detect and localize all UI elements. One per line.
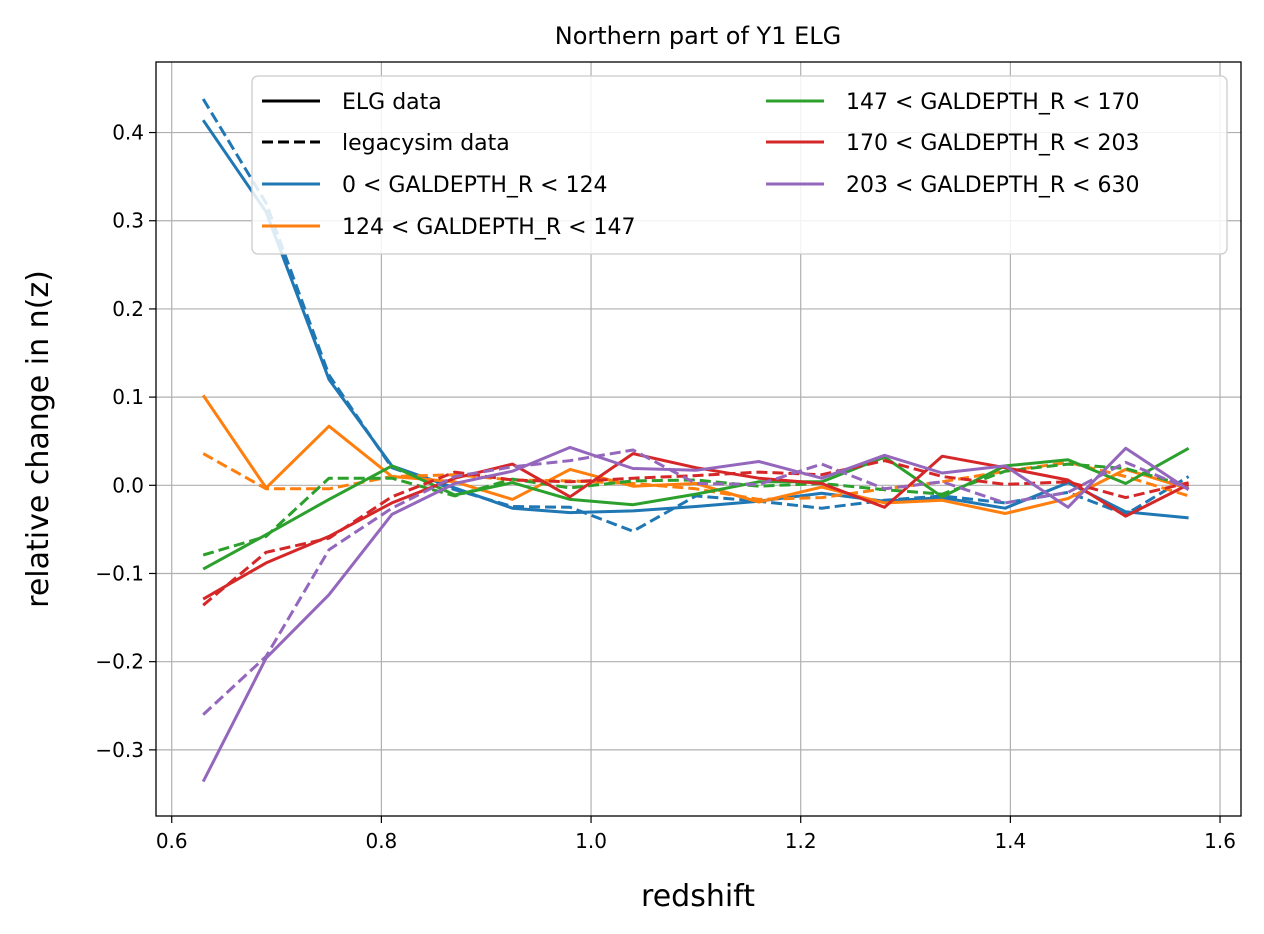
axis-ticks: 0.6 0.8 1.0 1.2 1.4 1.6 −0.3 −0.2 −0.1 0.0 0.1 0.2 0… (95, 121, 1236, 853)
y-tick-label: −0.2 (95, 650, 144, 674)
x-tick-label: 1.0 (575, 829, 607, 853)
x-tick-label: 1.2 (785, 829, 817, 853)
y-tick-label: 0.3 (112, 209, 144, 233)
legend-entry-label: 124 < GALDEPTH_R < 147 (342, 215, 636, 240)
series-3-legacysim-line (202, 459, 1189, 607)
x-tick-label: 1.6 (1204, 829, 1236, 853)
legend-frame (251, 75, 1228, 255)
x-tick-label: 0.6 (156, 829, 188, 853)
series-2-elg-line (202, 446, 1190, 571)
legend-entry-label: 170 < GALDEPTH_R < 203 (846, 131, 1140, 156)
y-tick-label: −0.1 (95, 561, 144, 585)
x-axis-label: redshift (641, 879, 755, 914)
series-1-legacysim-line (202, 452, 1190, 501)
legend-entry-label: 0 < GALDEPTH_R < 124 (342, 173, 608, 198)
legend-entry-label: legacysim data (342, 131, 510, 156)
y-tick-label: 0.2 (112, 297, 144, 321)
series-4-elg-line (201, 445, 1190, 783)
series-4-legacysim-line (202, 448, 1190, 716)
series-1-elg-line (201, 394, 1190, 515)
legend: ELG data legacysim data 0 < GALDEPTH_R < 1… (251, 75, 1228, 255)
chart-title: Northern part of Y1 ELG (555, 22, 841, 50)
series-2-legacysim-line (202, 462, 1190, 557)
y-tick-label: −0.3 (95, 738, 144, 762)
legend-entry-label: 147 < GALDEPTH_R < 170 (846, 90, 1140, 115)
legend-entry-label: 203 < GALDEPTH_R < 630 (846, 173, 1140, 198)
series-lines (201, 98, 1190, 783)
y-tick-label: 0.4 (112, 121, 144, 145)
plot-frame (155, 61, 1242, 817)
x-tick-label: 0.8 (365, 829, 397, 853)
y-tick-label: 0.1 (112, 385, 144, 409)
y-axis-label: relative change in n(z) (21, 270, 56, 608)
x-tick-label: 1.4 (994, 829, 1026, 853)
legend-entry-label: ELG data (342, 90, 442, 115)
y-tick-label: 0.0 (112, 473, 144, 497)
series-3-elg-line (202, 452, 1190, 601)
